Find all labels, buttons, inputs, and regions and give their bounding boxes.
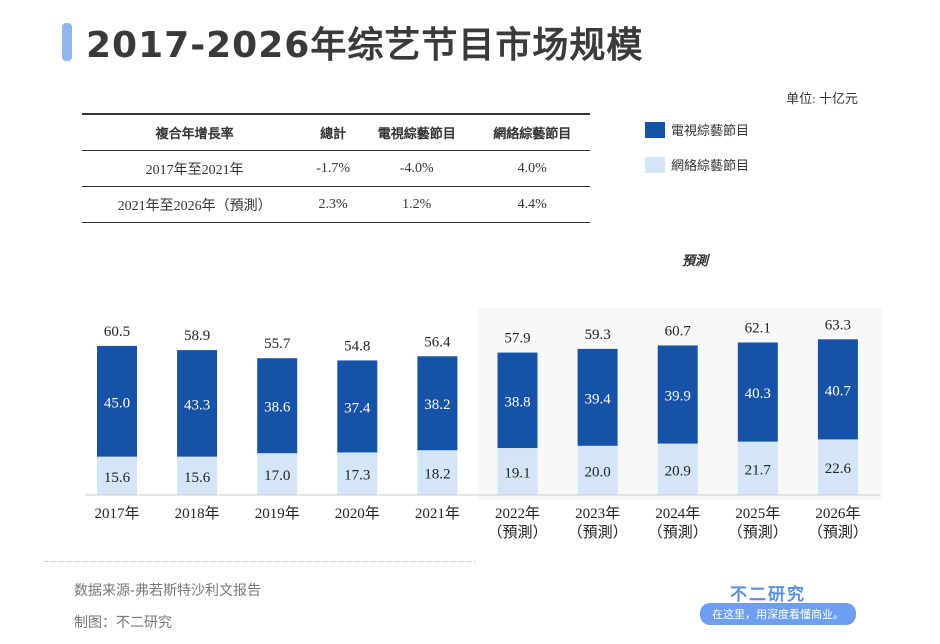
data-label-online: 17.3 [344, 468, 370, 484]
x-tick-label: 2025年 [735, 505, 780, 522]
data-label-tv: 38.8 [504, 394, 530, 410]
cell: 4.4% [474, 186, 590, 223]
data-label-total: 56.4 [424, 334, 451, 350]
bar-tv [337, 360, 378, 453]
data-label-total: 58.9 [184, 328, 210, 344]
data-label-online: 15.6 [184, 470, 211, 486]
data-label-tv: 40.7 [825, 383, 852, 399]
legend-swatch [645, 156, 665, 173]
cell: -4.0% [358, 150, 475, 187]
x-tick-label: 2017年 [94, 505, 139, 522]
bar-tv [577, 348, 618, 446]
data-label-total: 55.7 [264, 336, 291, 352]
made-by-note: 制图：不二研究 [74, 615, 172, 631]
data-label-tv: 45.0 [104, 395, 130, 411]
data-label-tv: 40.3 [745, 386, 771, 402]
header-cell: 網絡綜藝節目 [474, 113, 590, 151]
data-label-tv: 39.4 [584, 391, 611, 407]
bar-tv [737, 342, 778, 442]
cagr-table: 複合年增長率 總計 電視綜藝節目 網絡綜藝節目 2017年至2021年 -1.7% -4.… [82, 113, 590, 223]
bar-tv [417, 356, 458, 451]
data-label-online: 21.7 [745, 462, 772, 478]
cell: 4.0% [474, 150, 590, 187]
bar-tv [97, 345, 137, 457]
data-label-total: 62.1 [745, 320, 771, 336]
cell: -1.7% [307, 150, 359, 187]
bar-online [497, 448, 538, 495]
header-cell: 複合年增長率 [82, 113, 308, 151]
data-label-total: 54.8 [344, 338, 370, 354]
data-label-tv: 38.2 [424, 397, 450, 413]
data-label-online: 20.9 [665, 463, 691, 479]
header-cell: 總計 [307, 113, 359, 151]
bar-online [177, 456, 218, 495]
bar-online [737, 441, 778, 495]
source-note: 数据来源-弗若斯特沙利文报告 [74, 583, 262, 599]
legend-online: 網絡綜藝節目 [645, 155, 749, 174]
bar-tv [497, 352, 538, 449]
table-row: 2021年至2026年（預測） 2.3% 1.2% 4.4% [82, 186, 590, 223]
data-label-tv: 38.6 [264, 400, 291, 416]
table-row: 2017年至2021年 -1.7% -4.0% 4.0% [82, 150, 590, 187]
bar-online [817, 439, 858, 495]
bar-online [337, 452, 378, 495]
legend-tv: 電視綜藝節目 [645, 120, 749, 139]
data-label-tv: 39.9 [665, 389, 691, 405]
x-tick-label: 2021年 [415, 505, 460, 522]
bar-online [97, 456, 137, 495]
data-label-total: 57.9 [504, 331, 530, 347]
forecast-label: 預測 [682, 254, 709, 269]
data-label-total: 59.3 [584, 327, 610, 343]
x-tick-label: （預測） [648, 524, 708, 541]
header-cell: 電視綜藝節目 [358, 113, 475, 151]
legend-swatch [645, 121, 665, 138]
x-tick-label: 2024年 [655, 505, 700, 522]
title-accent-bar [62, 23, 72, 61]
bar-tv [657, 345, 698, 444]
x-tick-label: 2023年 [575, 505, 620, 522]
data-label-online: 19.1 [504, 466, 530, 482]
data-label-total: 60.5 [104, 324, 130, 340]
x-tick-label: 2019年 [255, 505, 300, 522]
bar-tv [817, 339, 858, 440]
legend-label: 網絡綜藝節目 [671, 158, 750, 173]
bar-online [257, 453, 298, 495]
bar-online [417, 450, 458, 495]
data-label-online: 17.0 [264, 468, 290, 484]
cell: 2021年至2026年（預測） [82, 186, 308, 223]
divider [44, 561, 476, 562]
bar-online [577, 445, 618, 495]
stacked-bar-chart: 15.6 45.0 60.5 2017年 15.6 43.3 58.9 2018年 17.0 38… [85, 317, 880, 541]
data-label-total: 63.3 [825, 317, 851, 333]
bar-online [657, 443, 698, 495]
x-tick-label: （預測） [568, 524, 628, 541]
data-label-tv: 43.3 [184, 397, 210, 413]
data-label-online: 22.6 [825, 461, 852, 477]
x-tick-label: （預測） [728, 524, 788, 541]
x-tick-label: 2018年 [175, 505, 220, 522]
brand-slogan: 在这里，用深度看懂商业。 [700, 603, 856, 625]
data-label-online: 20.0 [584, 464, 610, 480]
data-label-total: 60.7 [665, 323, 692, 339]
legend-label: 電視綜藝節目 [671, 123, 750, 138]
page-title: 2017-2026年综艺节目市场规模 [86, 25, 644, 66]
brand-logo: 不二研究 [730, 585, 806, 605]
x-tick-label: 2022年 [495, 505, 540, 522]
bar-tv [257, 358, 298, 454]
data-label-online: 15.6 [104, 470, 131, 486]
data-label-tv: 37.4 [344, 400, 371, 416]
x-tick-label: （預測） [808, 524, 868, 541]
x-tick-label: 2026年 [815, 505, 860, 522]
cell: 2.3% [307, 186, 359, 223]
cell: 1.2% [358, 186, 475, 223]
x-tick-label: 2020年 [335, 505, 380, 522]
data-label-online: 18.2 [424, 467, 450, 483]
unit-label: 单位: 十亿元 [786, 91, 858, 106]
cell: 2017年至2021年 [82, 150, 308, 187]
x-tick-label: （預測） [487, 524, 547, 541]
bar-tv [177, 350, 218, 457]
